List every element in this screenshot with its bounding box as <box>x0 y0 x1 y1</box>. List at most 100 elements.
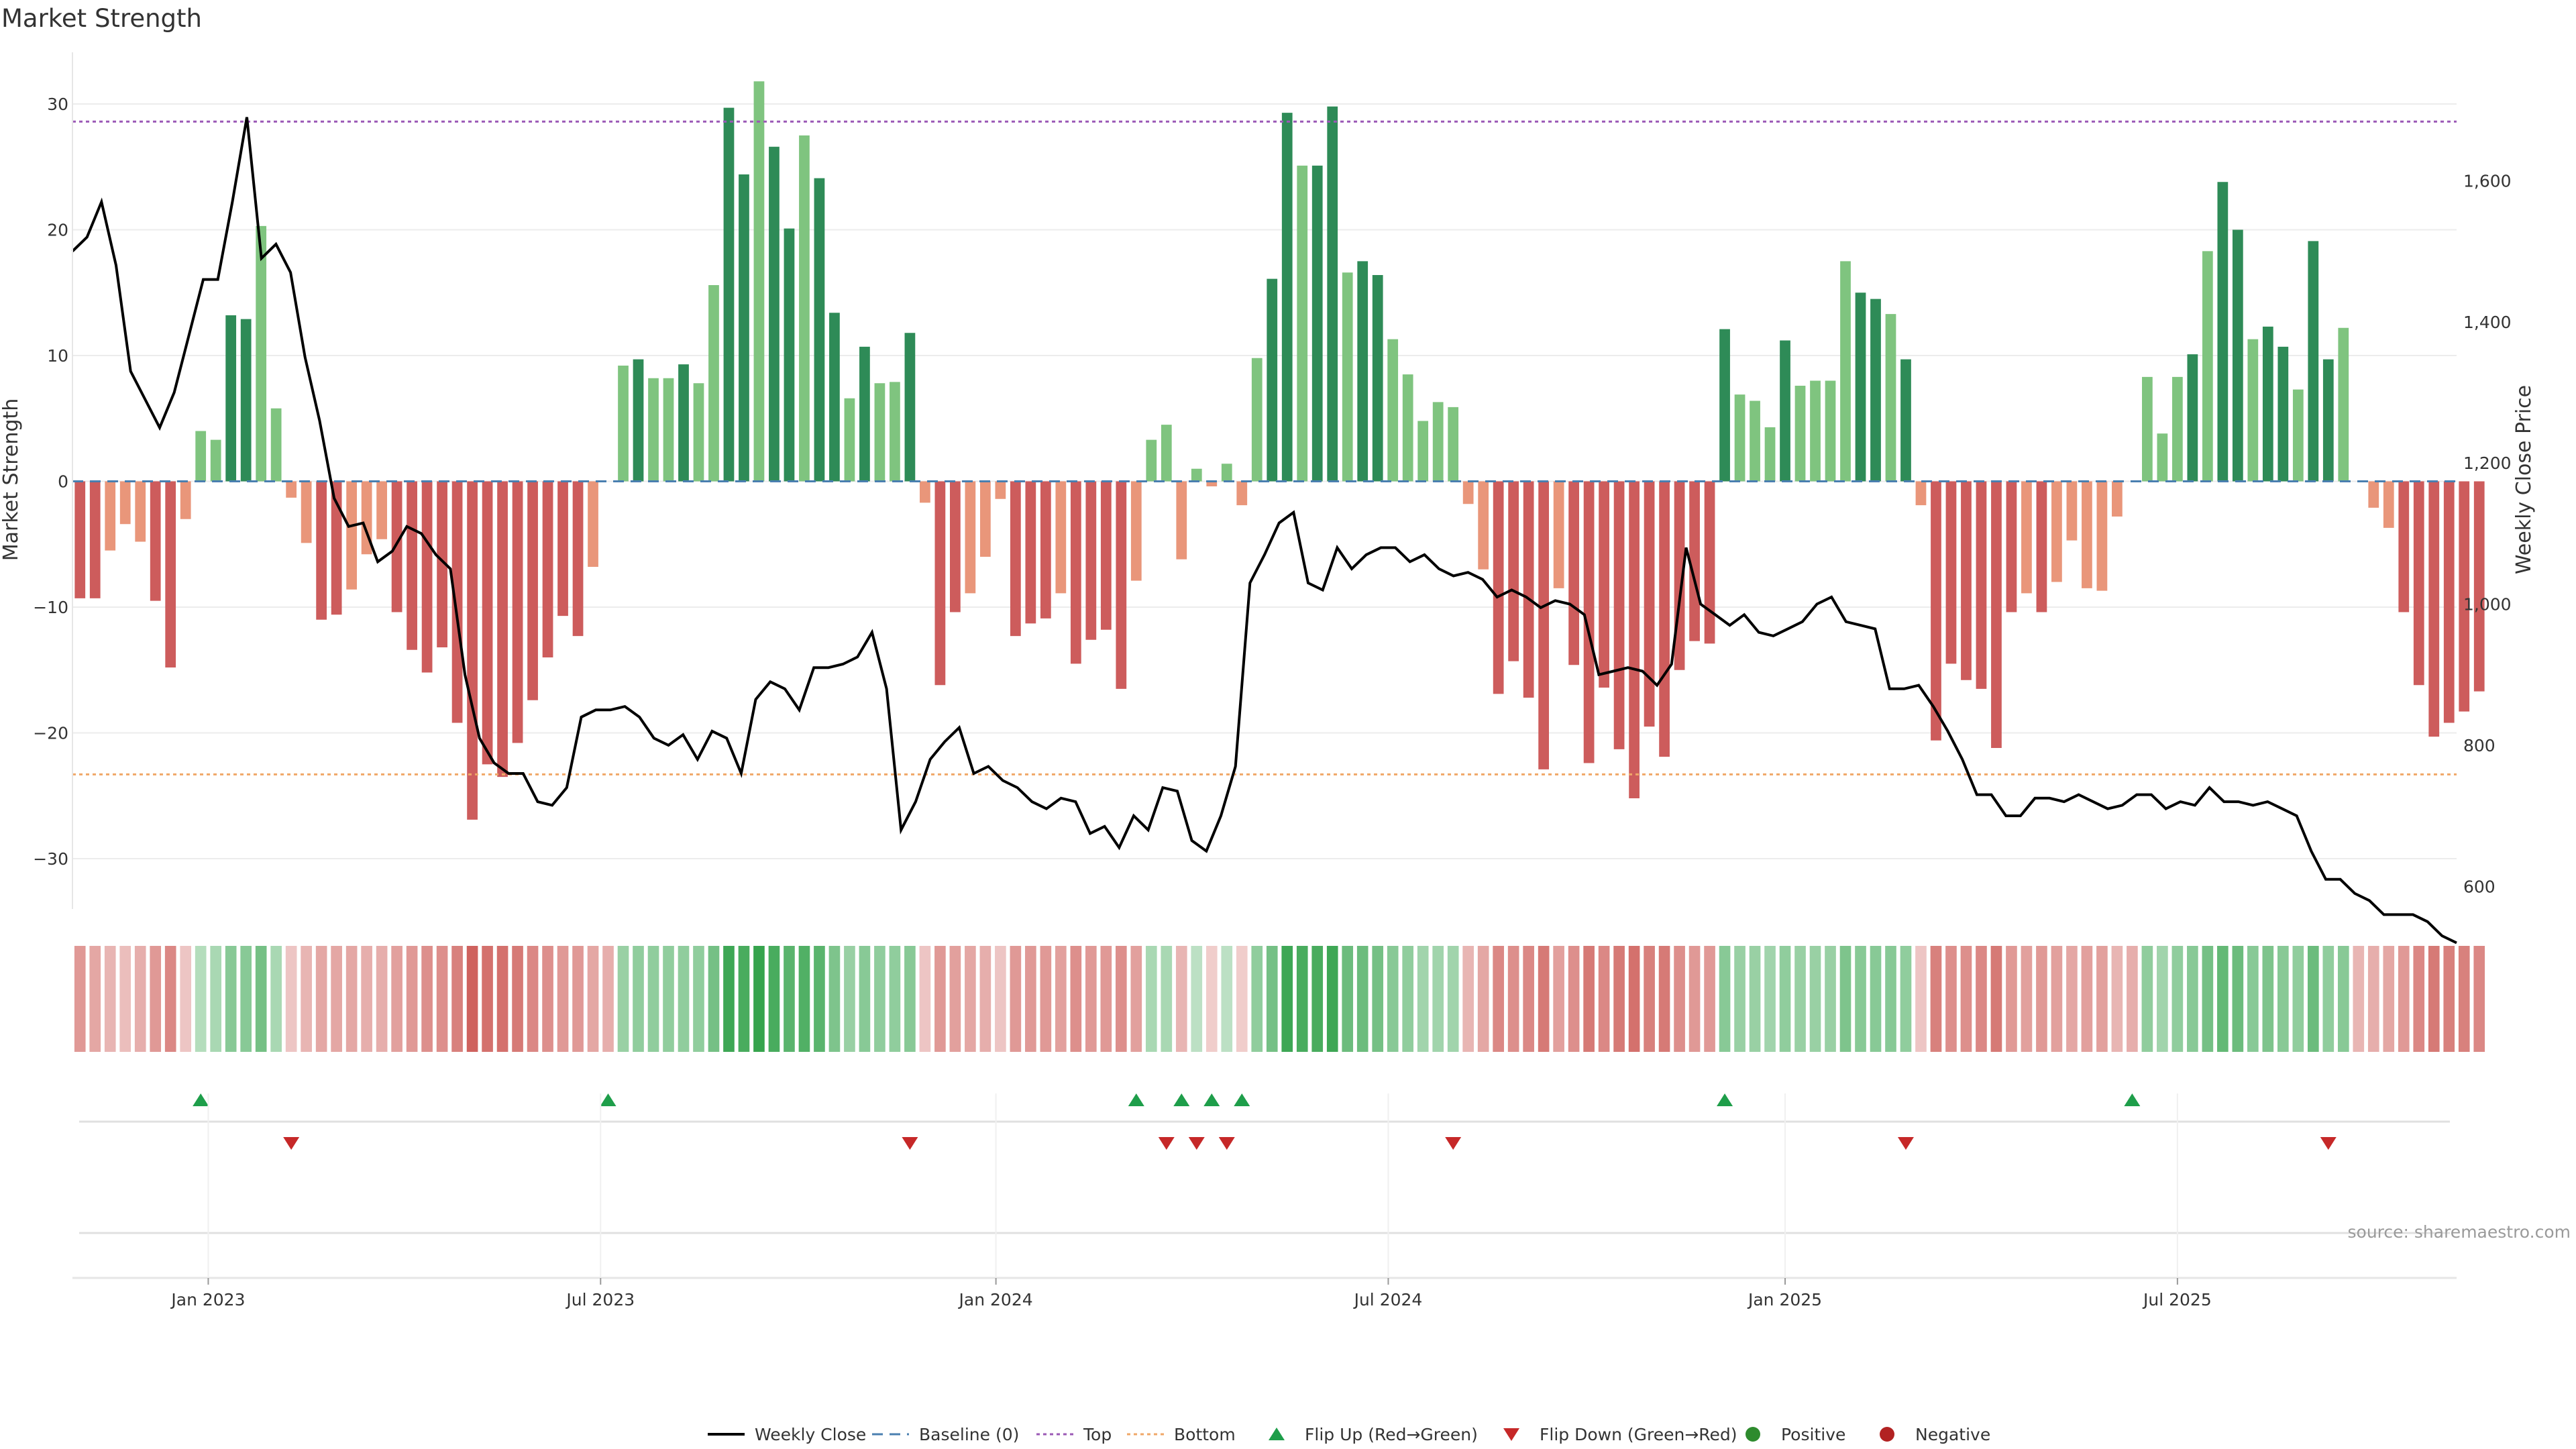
heat-cell <box>315 946 327 1052</box>
flip-up-marker <box>600 1093 616 1106</box>
heat-cell <box>1145 946 1157 1052</box>
heat-cell <box>1387 946 1399 1052</box>
heat-cell <box>451 946 463 1052</box>
strength-bar <box>210 439 221 482</box>
legend-label: Negative <box>1915 1425 1990 1444</box>
strength-bar <box>874 383 885 482</box>
heat-cell <box>602 946 614 1052</box>
heat-cell <box>1960 946 1972 1052</box>
strength-bar <box>678 364 689 482</box>
heat-cell <box>1583 946 1595 1052</box>
heat-cell <box>512 946 523 1052</box>
heat-cell <box>874 946 885 1052</box>
legend-item: Bottom <box>1127 1425 1236 1444</box>
strength-bar <box>1991 481 2002 748</box>
heat-cell <box>195 946 207 1052</box>
strength-bar <box>648 378 659 482</box>
strength-bar <box>74 481 86 598</box>
heat-cell <box>270 946 282 1052</box>
strength-bar <box>2322 359 2334 482</box>
heat-cell <box>2127 946 2138 1052</box>
strength-bar <box>1040 481 1051 619</box>
flip-up-marker <box>1717 1093 1733 1106</box>
strength-bar <box>1900 359 1911 482</box>
heat-cell <box>1915 946 1927 1052</box>
heat-cell <box>1976 946 1987 1052</box>
heat-cell <box>889 946 901 1052</box>
heat-cell <box>1870 946 1882 1052</box>
strength-bar <box>482 481 493 765</box>
heat-cell <box>647 946 659 1052</box>
strength-bar <box>2171 376 2183 482</box>
heat-cell <box>119 946 131 1052</box>
strength-bar <box>1734 394 1746 482</box>
x-tick-label: Jan 2024 <box>958 1290 1033 1309</box>
heat-strip <box>74 946 2485 1052</box>
x-tick-label: Jul 2023 <box>565 1290 635 1309</box>
y-tick-label: −30 <box>33 849 68 869</box>
heat-cell <box>2187 946 2198 1052</box>
heat-cell <box>164 946 176 1052</box>
heat-cell <box>723 946 735 1052</box>
heat-cell <box>1447 946 1459 1052</box>
heat-cell <box>1674 946 1685 1052</box>
heat-cell <box>738 946 750 1052</box>
heat-cell <box>1704 946 1715 1052</box>
heat-cell <box>2066 946 2078 1052</box>
heat-cell <box>2292 946 2304 1052</box>
strength-bar <box>2082 481 2092 588</box>
left-y-axis-label: Market Strength <box>0 398 23 561</box>
strength-bar <box>1297 165 1308 482</box>
heat-cell <box>844 946 855 1052</box>
strength-bar <box>1583 481 1595 763</box>
strength-bar <box>769 146 780 482</box>
heat-cell <box>557 946 569 1052</box>
strength-bar <box>588 481 598 567</box>
heat-cell <box>2096 946 2108 1052</box>
heat-cell <box>633 946 644 1052</box>
heat-cell <box>1825 946 1836 1052</box>
strength-bar <box>1191 468 1202 482</box>
strength-bar <box>105 481 116 551</box>
heat-cell <box>678 946 690 1052</box>
strength-bar <box>195 431 207 482</box>
strength-bar <box>1402 374 1413 482</box>
strength-bar <box>1251 358 1263 482</box>
strength-bar <box>270 408 282 482</box>
strength-bar <box>799 135 810 482</box>
strength-bar <box>844 398 855 482</box>
heat-cell <box>1251 946 1263 1052</box>
flip-down-marker <box>1188 1137 1205 1150</box>
legend-swatch-flip-up <box>1269 1428 1285 1440</box>
legend-label: Flip Down (Green→Red) <box>1540 1425 1737 1444</box>
y-tick-label: −10 <box>33 598 68 617</box>
flip-down-marker <box>2320 1137 2337 1150</box>
heat-cell <box>919 946 931 1052</box>
strength-bar <box>2413 481 2424 686</box>
heat-cell <box>1055 946 1067 1052</box>
strength-bar <box>407 481 417 650</box>
heat-cell <box>693 946 704 1052</box>
strength-bar <box>1055 481 1067 594</box>
heat-cell <box>2473 946 2485 1052</box>
heat-cell <box>784 946 795 1052</box>
heat-cell <box>391 946 402 1052</box>
x-tick-label: Jan 2025 <box>1747 1290 1822 1309</box>
heat-cell <box>2111 946 2123 1052</box>
strength-bar <box>2459 481 2470 712</box>
flip-up-marker <box>1128 1093 1144 1106</box>
strength-bar <box>1568 481 1579 665</box>
y-tick-label: 10 <box>47 346 68 366</box>
heat-cell <box>2383 946 2395 1052</box>
strength-bar <box>2187 354 2198 482</box>
heat-cell <box>1417 946 1429 1052</box>
heat-cell <box>1764 946 1776 1052</box>
heat-cell <box>1598 946 1610 1052</box>
heat-cell <box>406 946 418 1052</box>
strength-bar <box>1130 481 1142 581</box>
strength-bar <box>1523 481 1534 698</box>
heat-cell <box>1930 946 1942 1052</box>
heat-cell <box>1990 946 2002 1052</box>
heat-cell <box>587 946 599 1052</box>
heat-cell <box>1553 946 1564 1052</box>
